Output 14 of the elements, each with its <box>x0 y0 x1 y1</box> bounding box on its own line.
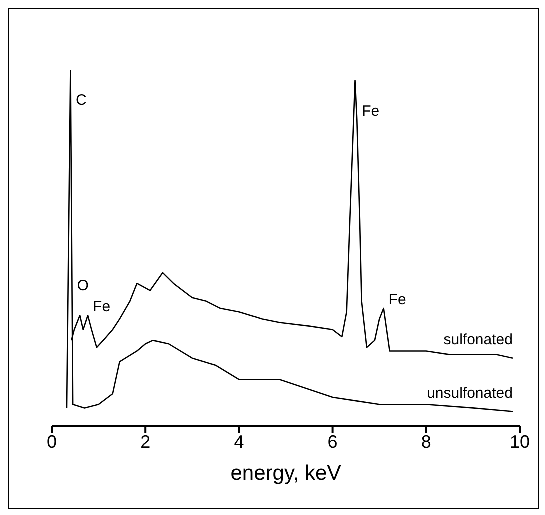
x-tick-label: 4 <box>234 432 244 452</box>
annotation: O <box>77 277 89 294</box>
annotation: Fe <box>362 102 380 120</box>
annotation: C <box>76 92 87 110</box>
x-tick-label: 2 <box>140 432 151 452</box>
annotation: Fe <box>93 298 111 316</box>
x-tick-label: 6 <box>328 432 338 452</box>
annotation: Fe <box>388 292 406 309</box>
x-axis-title: energy, keV <box>230 462 342 485</box>
series-label: unsulfonated <box>427 384 513 402</box>
x-tick-label: 0 <box>46 432 58 452</box>
x-tick-label: 8 <box>421 432 432 452</box>
x-tick-label: 10 <box>510 432 530 452</box>
series-label: sulfonated <box>444 331 513 348</box>
